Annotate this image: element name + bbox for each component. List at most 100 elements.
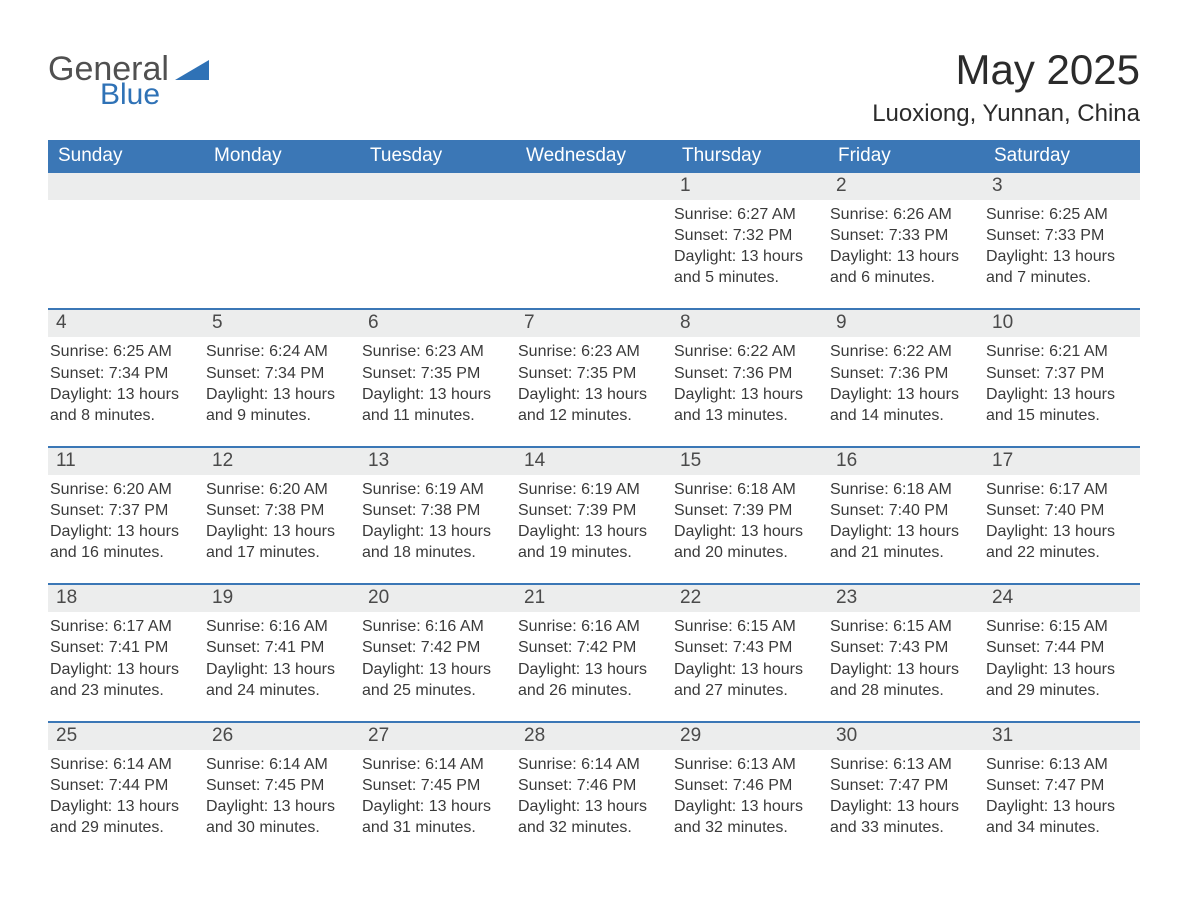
- sunrise-line: Sunrise: 6:20 AM: [50, 479, 198, 500]
- day-number: 27: [360, 723, 516, 750]
- location-subtitle: Luoxiong, Yunnan, China: [872, 100, 1140, 128]
- day-number: 17: [984, 448, 1140, 475]
- day-info: Sunrise: 6:16 AMSunset: 7:42 PMDaylight:…: [516, 616, 672, 700]
- daylight-line: Daylight: 13 hours and 30 minutes.: [206, 796, 354, 838]
- day-cell: 2Sunrise: 6:26 AMSunset: 7:33 PMDaylight…: [828, 173, 984, 302]
- weekday-label: Sunday: [48, 140, 204, 173]
- weekday-header: SundayMondayTuesdayWednesdayThursdayFrid…: [48, 140, 1140, 173]
- day-number: 6: [360, 310, 516, 337]
- day-number: 1: [672, 173, 828, 200]
- week-row: 11Sunrise: 6:20 AMSunset: 7:37 PMDayligh…: [48, 446, 1140, 577]
- daylight-line: Daylight: 13 hours and 25 minutes.: [362, 659, 510, 701]
- sunrise-line: Sunrise: 6:16 AM: [362, 616, 510, 637]
- day-number: 7: [516, 310, 672, 337]
- sunrise-line: Sunrise: 6:19 AM: [362, 479, 510, 500]
- day-info: Sunrise: 6:17 AMSunset: 7:41 PMDaylight:…: [48, 616, 204, 700]
- daylight-line: Daylight: 13 hours and 34 minutes.: [986, 796, 1134, 838]
- daylight-line: Daylight: 13 hours and 27 minutes.: [674, 659, 822, 701]
- sunrise-line: Sunrise: 6:16 AM: [206, 616, 354, 637]
- week-row: 18Sunrise: 6:17 AMSunset: 7:41 PMDayligh…: [48, 583, 1140, 714]
- day-cell: 15Sunrise: 6:18 AMSunset: 7:39 PMDayligh…: [672, 448, 828, 577]
- day-cell: 29Sunrise: 6:13 AMSunset: 7:46 PMDayligh…: [672, 723, 828, 852]
- brand-logo: General Blue: [48, 52, 209, 110]
- day-info: Sunrise: 6:15 AMSunset: 7:44 PMDaylight:…: [984, 616, 1140, 700]
- sunset-line: Sunset: 7:45 PM: [362, 775, 510, 796]
- sunrise-line: Sunrise: 6:13 AM: [830, 754, 978, 775]
- sunrise-line: Sunrise: 6:16 AM: [518, 616, 666, 637]
- day-info: Sunrise: 6:15 AMSunset: 7:43 PMDaylight:…: [672, 616, 828, 700]
- day-cell: 19Sunrise: 6:16 AMSunset: 7:41 PMDayligh…: [204, 585, 360, 714]
- day-number: 16: [828, 448, 984, 475]
- sunrise-line: Sunrise: 6:20 AM: [206, 479, 354, 500]
- daylight-line: Daylight: 13 hours and 20 minutes.: [674, 521, 822, 563]
- daylight-line: Daylight: 13 hours and 12 minutes.: [518, 384, 666, 426]
- day-number: 23: [828, 585, 984, 612]
- sunrise-line: Sunrise: 6:14 AM: [362, 754, 510, 775]
- day-info: Sunrise: 6:25 AMSunset: 7:33 PMDaylight:…: [984, 204, 1140, 288]
- daylight-line: Daylight: 13 hours and 15 minutes.: [986, 384, 1134, 426]
- day-number: 25: [48, 723, 204, 750]
- day-info: Sunrise: 6:16 AMSunset: 7:42 PMDaylight:…: [360, 616, 516, 700]
- day-number: 9: [828, 310, 984, 337]
- daylight-line: Daylight: 13 hours and 32 minutes.: [674, 796, 822, 838]
- day-cell: 4Sunrise: 6:25 AMSunset: 7:34 PMDaylight…: [48, 310, 204, 439]
- day-cell: .: [516, 173, 672, 302]
- day-number: 4: [48, 310, 204, 337]
- day-cell: 17 Sunrise: 6:17 AMSunset: 7:40 PMDayligh…: [984, 448, 1140, 577]
- sunrise-line: Sunrise: 6:14 AM: [206, 754, 354, 775]
- day-number: .: [516, 173, 672, 200]
- daylight-line: Daylight: 13 hours and 7 minutes.: [986, 246, 1134, 288]
- day-info: Sunrise: 6:24 AMSunset: 7:34 PMDaylight:…: [204, 341, 360, 425]
- sunset-line: Sunset: 7:42 PM: [518, 637, 666, 658]
- sunset-line: Sunset: 7:40 PM: [986, 500, 1134, 521]
- day-info: Sunrise: 6:13 AMSunset: 7:47 PMDaylight:…: [984, 754, 1140, 838]
- day-cell: 28Sunrise: 6:14 AMSunset: 7:46 PMDayligh…: [516, 723, 672, 852]
- day-info: Sunrise: 6:17 AMSunset: 7:40 PMDaylight:…: [984, 479, 1140, 563]
- sunset-line: Sunset: 7:45 PM: [206, 775, 354, 796]
- sunrise-line: Sunrise: 6:25 AM: [986, 204, 1134, 225]
- sunset-line: Sunset: 7:32 PM: [674, 225, 822, 246]
- day-cell: 3 Sunrise: 6:25 AMSunset: 7:33 PMDaylight…: [984, 173, 1140, 302]
- day-number: 19: [204, 585, 360, 612]
- day-number: 2: [828, 173, 984, 200]
- daylight-line: Daylight: 13 hours and 14 minutes.: [830, 384, 978, 426]
- sunset-line: Sunset: 7:40 PM: [830, 500, 978, 521]
- day-cell: 24 Sunrise: 6:15 AMSunset: 7:44 PMDayligh…: [984, 585, 1140, 714]
- weekday-label: Friday: [828, 140, 984, 173]
- day-number: 14: [516, 448, 672, 475]
- sunset-line: Sunset: 7:38 PM: [362, 500, 510, 521]
- day-cell: 9Sunrise: 6:22 AMSunset: 7:36 PMDaylight…: [828, 310, 984, 439]
- daylight-line: Daylight: 13 hours and 6 minutes.: [830, 246, 978, 288]
- sunrise-line: Sunrise: 6:22 AM: [674, 341, 822, 362]
- sunrise-line: Sunrise: 6:15 AM: [674, 616, 822, 637]
- day-info: Sunrise: 6:22 AMSunset: 7:36 PMDaylight:…: [672, 341, 828, 425]
- header: General Blue May 2025 Luoxiong, Yunnan, …: [48, 28, 1140, 128]
- day-cell: 16Sunrise: 6:18 AMSunset: 7:40 PMDayligh…: [828, 448, 984, 577]
- sunrise-line: Sunrise: 6:14 AM: [518, 754, 666, 775]
- day-cell: 5Sunrise: 6:24 AMSunset: 7:34 PMDaylight…: [204, 310, 360, 439]
- sunset-line: Sunset: 7:41 PM: [206, 637, 354, 658]
- day-info: Sunrise: 6:14 AMSunset: 7:45 PMDaylight:…: [204, 754, 360, 838]
- sunset-line: Sunset: 7:35 PM: [362, 363, 510, 384]
- day-cell: .: [204, 173, 360, 302]
- day-info: Sunrise: 6:20 AMSunset: 7:37 PMDaylight:…: [48, 479, 204, 563]
- day-number: 30: [828, 723, 984, 750]
- day-number: 15: [672, 448, 828, 475]
- week-row: 4Sunrise: 6:25 AMSunset: 7:34 PMDaylight…: [48, 308, 1140, 439]
- day-cell: 31Sunrise: 6:13 AMSunset: 7:47 PMDayligh…: [984, 723, 1140, 852]
- sunset-line: Sunset: 7:34 PM: [206, 363, 354, 384]
- day-info: Sunrise: 6:14 AMSunset: 7:46 PMDaylight:…: [516, 754, 672, 838]
- weekday-label: Monday: [204, 140, 360, 173]
- daylight-line: Daylight: 13 hours and 9 minutes.: [206, 384, 354, 426]
- day-cell: 11Sunrise: 6:20 AMSunset: 7:37 PMDayligh…: [48, 448, 204, 577]
- sunrise-line: Sunrise: 6:27 AM: [674, 204, 822, 225]
- sunrise-line: Sunrise: 6:15 AM: [986, 616, 1134, 637]
- day-cell: 25Sunrise: 6:14 AMSunset: 7:44 PMDayligh…: [48, 723, 204, 852]
- daylight-line: Daylight: 13 hours and 13 minutes.: [674, 384, 822, 426]
- day-number: 8: [672, 310, 828, 337]
- day-number: 24: [984, 585, 1140, 612]
- day-number: .: [48, 173, 204, 200]
- sunrise-line: Sunrise: 6:24 AM: [206, 341, 354, 362]
- daylight-line: Daylight: 13 hours and 29 minutes.: [50, 796, 198, 838]
- day-number: 3: [984, 173, 1140, 200]
